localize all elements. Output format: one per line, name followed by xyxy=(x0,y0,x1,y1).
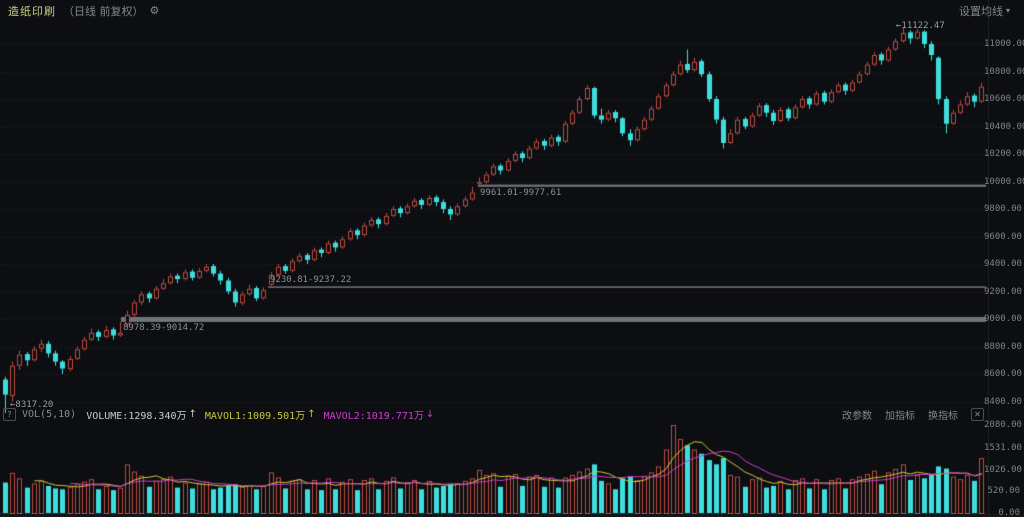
chart-period-label: （日线 前复权） xyxy=(63,4,144,18)
mavol1-up-arrow-icon: ↑ xyxy=(307,408,316,420)
change-params-button[interactable]: 改参数 xyxy=(842,410,872,422)
mavol2-value: MAVOL2:1019.771万 xyxy=(323,410,424,422)
chevron-down-icon: ▾ xyxy=(1005,6,1010,15)
mavol1-value: MAVOL1:1009.501万 xyxy=(204,410,306,422)
set-ma-button[interactable]: 设置均线 ▾ xyxy=(959,3,1010,19)
axis-divider xyxy=(988,0,989,517)
high-price-marker: ←11122.47 xyxy=(896,21,945,31)
axis-tick-label: 9200.00 xyxy=(984,286,1022,297)
set-ma-label: 设置均线 xyxy=(958,4,1003,18)
axis-tick-label: 1531.00 xyxy=(984,443,1022,454)
axis-tick-label: 9800.00 xyxy=(984,203,1022,214)
volume-value: VOLUME:1298.340万 xyxy=(86,410,187,422)
axis-tick-label: 10400.00 xyxy=(984,121,1024,132)
mavol2-down-arrow-icon: ↓ xyxy=(425,408,435,420)
axis-tick-label: 1026.00 xyxy=(984,464,1022,475)
volume-canvas[interactable] xyxy=(0,422,988,514)
axis-tick-label: 9000.00 xyxy=(984,313,1022,324)
volume-indicator-header: ? VOL(5,10) VOLUME:1298.340万 ↑ MAVOL1:10… xyxy=(0,406,1024,422)
axis-tick-label: 8800.00 xyxy=(984,341,1022,352)
switch-indicator-button[interactable]: 换指标 xyxy=(928,410,958,422)
axis-tick-label: 10800.00 xyxy=(984,66,1024,77)
gap-annotation: 8978.39-9014.72 xyxy=(123,322,205,333)
help-icon[interactable]: ? xyxy=(3,407,16,421)
chart-topbar: 造纸印刷 （日线 前复权） ⚙ 设置均线 ▾ xyxy=(0,0,1024,18)
close-icon[interactable]: ✕ xyxy=(971,407,984,421)
gap-annotation: 9230.81-9237.22 xyxy=(270,275,352,286)
sector-title: 造纸印刷 xyxy=(8,4,56,18)
volume-up-arrow-icon: ↑ xyxy=(188,408,197,420)
axis-tick-label: 8400.00 xyxy=(984,396,1022,407)
axis-tick-label: 10000.00 xyxy=(984,176,1024,187)
axis-tick-label: 520.00 xyxy=(987,486,1020,496)
chart-title-group: 造纸印刷 （日线 前复权） ⚙ xyxy=(8,3,159,19)
axis-tick-label: 11000.00 xyxy=(984,38,1024,49)
axis-tick-label: 8600.00 xyxy=(984,368,1022,379)
gap-annotation: 9961.01-9977.61 xyxy=(480,187,562,198)
gear-icon[interactable]: ⚙ xyxy=(149,4,160,17)
axis-tick-label: 9600.00 xyxy=(984,231,1022,242)
add-indicator-button[interactable]: 加指标 xyxy=(885,410,915,422)
indicator-buttons-group: 改参数 加指标 换指标 ✕ xyxy=(842,407,1024,422)
main-chart-canvas[interactable] xyxy=(0,18,988,416)
low-price-marker: ←8317.20 xyxy=(10,400,54,410)
topbar-right-group: 设置均线 ▾ xyxy=(959,3,1010,19)
bottom-scroll-strip[interactable] xyxy=(0,514,1024,517)
axis-tick-label: 10600.00 xyxy=(984,93,1024,104)
indicator-name: VOL(5,10) xyxy=(22,408,77,420)
axis-tick-label: 10200.00 xyxy=(984,148,1024,159)
axis-tick-label: 9400.00 xyxy=(984,258,1022,269)
